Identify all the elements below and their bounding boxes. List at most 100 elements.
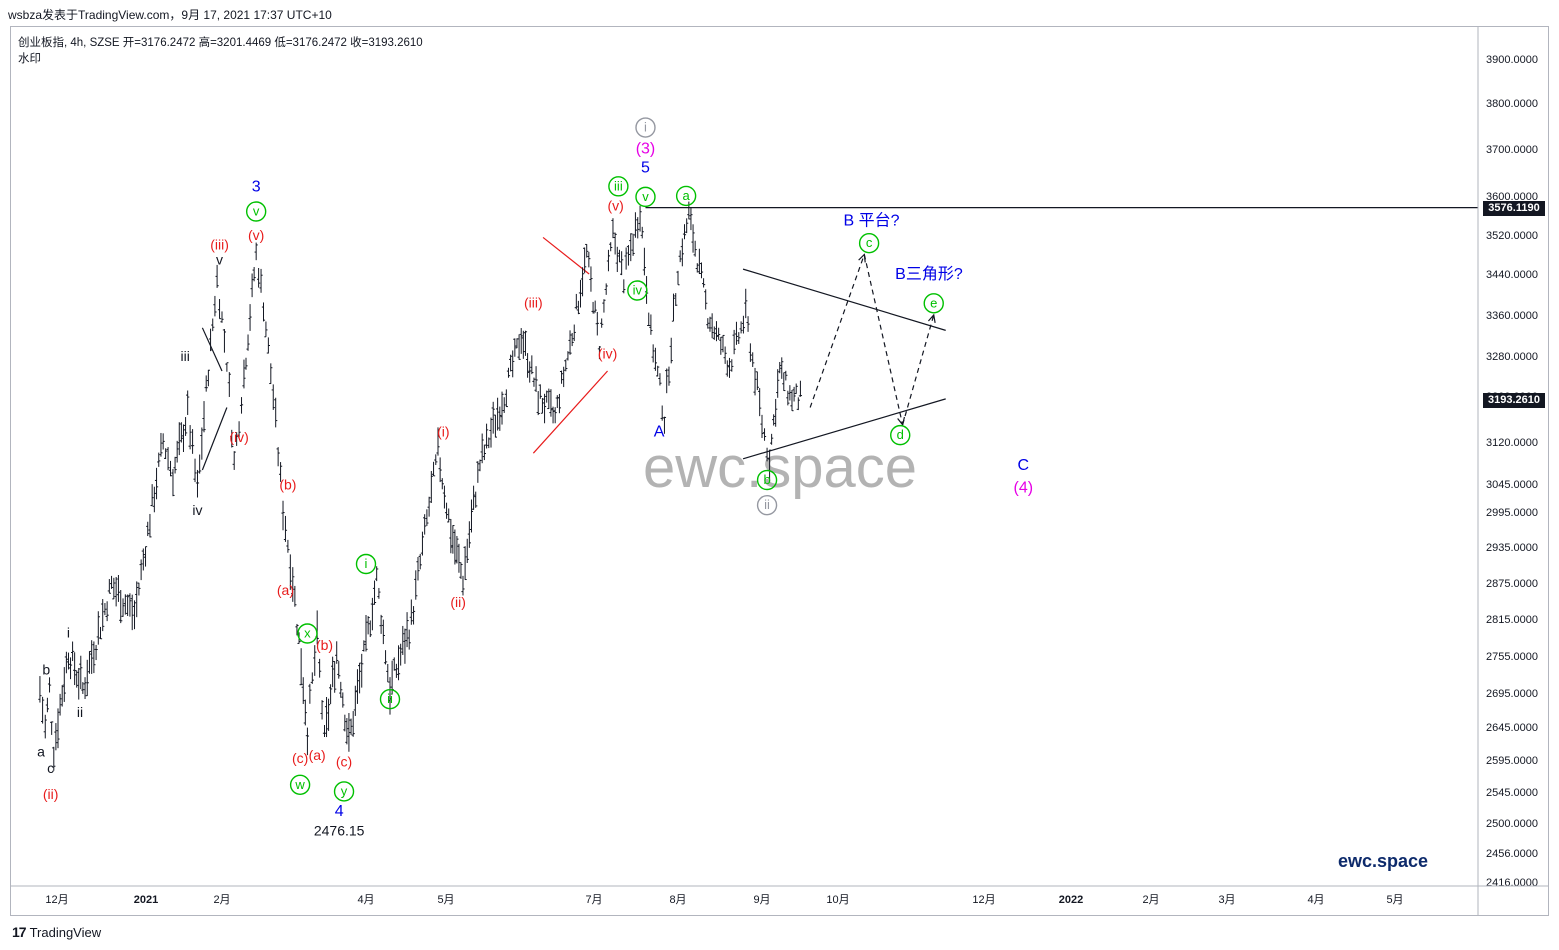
y-tick-label-6: 3360.0000 <box>1486 310 1538 322</box>
ohlc-bar-249 <box>585 243 589 258</box>
ohlc-bar-296 <box>689 207 693 231</box>
ohlc-bar-45 <box>137 582 141 596</box>
footer-brand[interactable]: 17 TradingView <box>12 924 101 940</box>
svg-text:(c): (c) <box>292 750 308 766</box>
wave-label-39: A <box>654 423 665 440</box>
ohlc-bar-260 <box>609 242 613 252</box>
ohlc-bar-226 <box>536 391 540 416</box>
ohlc-bar-64 <box>179 422 183 443</box>
ohlc-bar-203 <box>487 437 491 449</box>
y-tick-label-9: 3120.0000 <box>1486 437 1538 449</box>
ohlc-bar-36 <box>116 574 121 602</box>
ohlc-bar-320 <box>741 315 746 334</box>
x-tick-label-12: 3月 <box>1218 894 1235 906</box>
ohlc-bar-106 <box>276 447 280 467</box>
ohlc-bar-210 <box>502 397 506 413</box>
red-channel-upper-line[interactable] <box>542 236 590 275</box>
ohlc-bar-150 <box>372 580 377 605</box>
ohlc-bar-32 <box>107 579 111 594</box>
ohlc-bar-101 <box>264 321 268 338</box>
ohlc-bar-261 <box>611 218 615 239</box>
wave-label-41: ii <box>756 495 778 516</box>
ohlc-bar-144 <box>360 653 364 688</box>
wave-label-38: a <box>675 185 697 207</box>
red-channel-lower-line[interactable] <box>532 370 608 454</box>
wave-label-33: iv <box>627 280 648 301</box>
ohlc-bar-119 <box>305 727 310 756</box>
ohlc-bar-91 <box>242 359 246 389</box>
svg-text:(v): (v) <box>608 198 624 214</box>
triangle-lower-line[interactable] <box>742 398 946 460</box>
ohlc-bar-316 <box>732 329 736 355</box>
y-tick-label-14: 2815.0000 <box>1486 614 1538 626</box>
svg-text:(ii): (ii) <box>43 786 59 802</box>
ohlc-bar-120 <box>308 683 312 704</box>
ohlc-bar-212 <box>506 367 511 378</box>
ohlc-bar-187 <box>453 529 457 565</box>
ohlc-bar-17 <box>75 670 79 688</box>
ohlc-bar-272 <box>636 217 640 239</box>
ohlc-bar-195 <box>469 499 474 533</box>
ohlc-bar-69 <box>190 429 195 454</box>
ohlc-bar-246 <box>578 279 583 308</box>
ohlc-bar-127 <box>324 696 329 738</box>
ohlc-bar-72 <box>198 454 202 474</box>
ohlc-bar-265 <box>620 251 624 276</box>
wave-label-8: v <box>216 251 223 267</box>
black-wedge-upper-line[interactable] <box>201 327 223 372</box>
ohlc-bar-155 <box>383 650 388 665</box>
ohlc-bar-30 <box>103 603 107 616</box>
x-tick-label-9: 12月 <box>972 894 995 906</box>
ohlc-bar-159 <box>392 657 396 671</box>
ohlc-bar-339 <box>784 370 788 381</box>
svg-text:(c): (c) <box>336 753 352 769</box>
ohlc-bar-325 <box>753 367 757 396</box>
ohlc-bar-108 <box>281 500 285 531</box>
projection-segment-0[interactable] <box>809 254 865 408</box>
ohlc-bar-61 <box>173 456 177 474</box>
projection-segment-2[interactable] <box>902 314 935 425</box>
ohlc-bar-149 <box>370 597 374 631</box>
svg-text:b: b <box>763 472 770 487</box>
y-tick-label-11: 2995.0000 <box>1486 507 1538 519</box>
svg-text:A: A <box>654 423 665 440</box>
y-tick-label-13: 2875.0000 <box>1486 578 1538 590</box>
ohlc-bar-25 <box>92 641 96 674</box>
ohlc-bar-341 <box>788 385 792 401</box>
ohlc-bar-163 <box>401 625 405 655</box>
ohlc-bar-323 <box>748 343 752 362</box>
ohlc-bar-285 <box>665 368 669 394</box>
ohlc-bar-68 <box>188 425 192 450</box>
ohlc-bar-224 <box>532 377 536 387</box>
wave-label-24: 2476.15 <box>314 822 365 838</box>
y-tick-label-5: 3440.0000 <box>1486 269 1538 281</box>
ohlc-bar-289 <box>674 293 678 306</box>
black-wedge-lower-line[interactable] <box>201 407 228 471</box>
x-tick-label-11: 2月 <box>1142 894 1159 906</box>
svg-text:(b): (b) <box>279 477 296 493</box>
wave-label-28: (ii) <box>450 594 466 610</box>
ohlc-bar-324 <box>751 352 755 367</box>
wave-label-1: b <box>42 662 50 678</box>
watermark-label: 水印 <box>18 53 41 65</box>
ohlc-bar-16 <box>73 652 77 686</box>
projection-segment-1[interactable] <box>863 254 904 425</box>
ohlc-bar-245 <box>576 300 581 315</box>
ohlc-bar-1 <box>41 696 45 724</box>
ohlc-bar-116 <box>299 648 303 686</box>
ohlc-bar-35 <box>114 576 118 607</box>
ohlc-bar-327 <box>758 388 762 417</box>
wave-label-27: (i) <box>437 423 449 439</box>
wave-label-43: c <box>858 232 880 254</box>
ohlc-bar-231 <box>547 388 551 410</box>
ohlc-bar-78 <box>211 318 215 332</box>
wave-label-22: y <box>333 781 355 802</box>
svg-text:2476.15: 2476.15 <box>314 822 365 838</box>
wave-label-46: d <box>890 424 911 446</box>
ohlc-bar-95 <box>250 273 254 298</box>
ohlc-bar-0 <box>38 676 42 703</box>
ohlc-bar-126 <box>322 724 327 737</box>
wave-label-7: iv <box>192 502 202 518</box>
triangle-upper-line[interactable] <box>742 268 946 331</box>
